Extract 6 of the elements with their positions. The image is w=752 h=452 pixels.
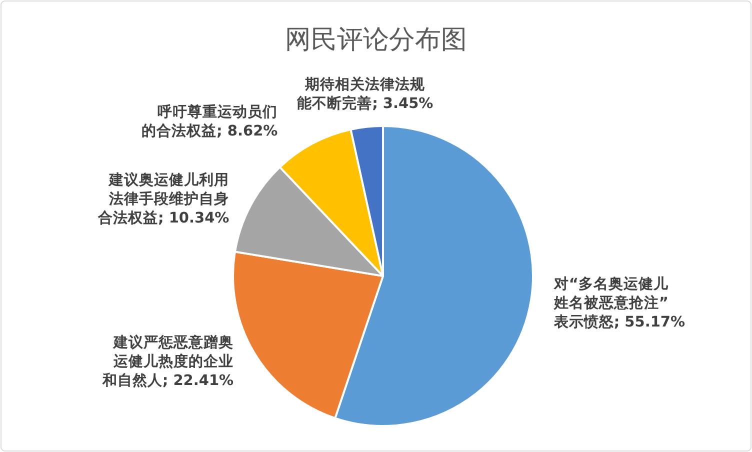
slice-label: 对“多名奥运健儿姓名被恶意抢注”表示愤怒; 55.17% [552,276,686,331]
slice-label: 呼吁尊重运动员们的合法权益; 8.62% [142,102,278,140]
slice-label: 期待相关法律法规能不断完善; 3.45% [297,76,434,112]
slice-label: 建议严惩恶意蹭奥运健儿热度的企业和自然人; 22.41% [101,333,234,390]
chart-title: 网民评论分布图 [285,25,467,55]
slice-label: 建议奥运健儿利用法律手段维护自身合法权益; 10.34% [96,170,230,227]
